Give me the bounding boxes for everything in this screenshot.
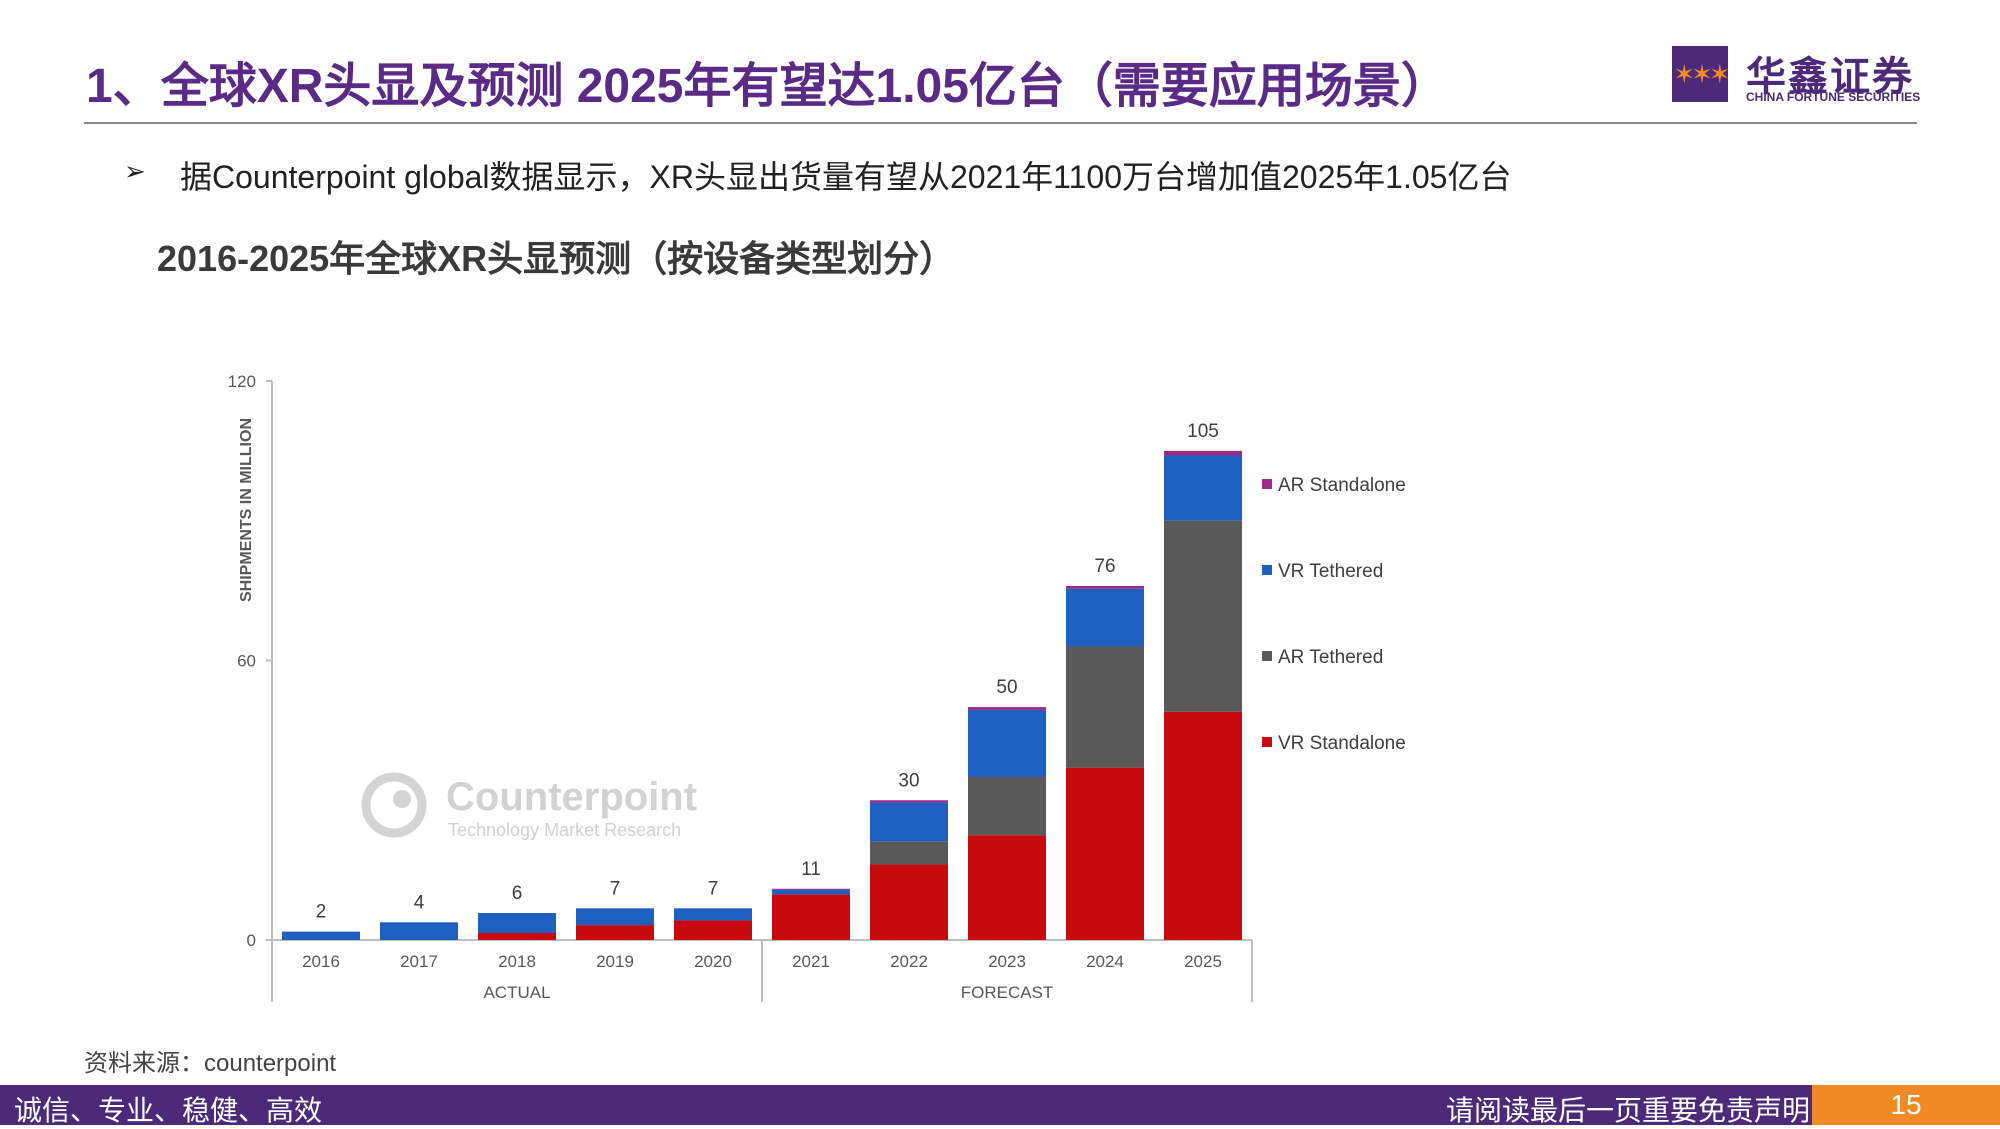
logo-name-cn: 华鑫证券: [1746, 55, 1914, 99]
page-number: 15: [1890, 1089, 1922, 1120]
legend-swatch-icon: [1262, 479, 1272, 489]
y-axis-title: SHIPMENTS IN MILLION: [238, 418, 255, 602]
bar-segment-vr-tethered: [674, 908, 752, 921]
bar-total-label: 2: [316, 902, 327, 923]
footer-motto: 诚信、专业、稳健、高效: [14, 1095, 323, 1126]
x-tick-label: 2021: [792, 952, 830, 971]
chart-heading: 2016-2025年全球XR头显预测（按设备类型划分）: [157, 238, 956, 279]
bar-segment-vr-tethered: [478, 912, 556, 934]
page-number-box: 15: [1812, 1085, 2000, 1125]
bar-segment-vr-standalone: [674, 920, 752, 940]
bar-total-label: 76: [1094, 556, 1115, 577]
x-tick-label: 2018: [498, 952, 536, 971]
x-group-label: ACTUAL: [483, 983, 550, 1002]
bar-total-label: 7: [610, 878, 621, 899]
bar-segment-vr-standalone: [772, 894, 850, 940]
bar-segment-ar-standalone: [1066, 585, 1144, 589]
bar-segment-vr-standalone: [576, 925, 654, 940]
logo-name-en: CHINA FORTUNE SECURITIES: [1746, 90, 1921, 104]
y-tick-label: 0: [247, 931, 256, 950]
bar-segment-vr-tethered: [576, 908, 654, 926]
legend-label: VR Standalone: [1278, 733, 1406, 754]
bar-segment-ar-standalone: [870, 800, 948, 803]
bar-total-label: 50: [996, 677, 1017, 698]
source-note: 资料来源：counterpoint: [84, 1050, 337, 1077]
bar-segment-vr-tethered: [968, 709, 1046, 777]
footer-bar: 诚信、专业、稳健、高效 请阅读最后一页重要免责声明 15: [0, 1085, 2000, 1126]
watermark-logo-dot-icon: [393, 790, 411, 808]
bar-segment-ar-standalone: [1164, 450, 1242, 456]
bar-segment-vr-standalone: [478, 933, 556, 940]
watermark-name: Counterpoint: [446, 775, 697, 819]
bar-segment-vr-standalone: [1066, 767, 1144, 940]
watermark-tagline: Technology Market Research: [448, 820, 681, 840]
x-tick-label: 2017: [400, 952, 438, 971]
bar-total-label: 7: [708, 878, 719, 899]
bar-segment-vr-tethered: [1066, 588, 1144, 647]
bar-total-label: 11: [801, 859, 821, 880]
legend-swatch-icon: [1262, 737, 1272, 747]
legend-label: AR Tethered: [1278, 647, 1383, 668]
x-group-label: FORECAST: [961, 983, 1054, 1002]
bar-segment-ar-tethered: [1066, 646, 1144, 768]
x-tick-label: 2024: [1086, 952, 1124, 971]
bar-segment-vr-tethered: [772, 889, 850, 895]
bar-segment-ar-standalone: [968, 707, 1046, 710]
bar-segment-vr-tethered: [870, 802, 948, 842]
legend-swatch-icon: [1262, 651, 1272, 661]
bar-segment-ar-tethered: [870, 841, 948, 865]
bar-segment-vr-standalone: [1164, 711, 1242, 940]
legend-swatch-icon: [1262, 565, 1272, 575]
bar-segment-vr-standalone: [870, 864, 948, 940]
legend-label: VR Tethered: [1278, 561, 1383, 582]
title-divider: [84, 122, 1917, 124]
bar-total-label: 105: [1187, 421, 1219, 442]
x-tick-label: 2022: [890, 952, 928, 971]
bar-segment-vr-tethered: [282, 931, 360, 940]
bar-segment-ar-tethered: [1164, 520, 1242, 712]
bullet-text: 据Counterpoint global数据显示，XR头显出货量有望从2021年…: [180, 159, 1512, 195]
y-tick-label: 60: [237, 652, 256, 671]
x-tick-label: 2023: [988, 952, 1026, 971]
x-tick-label: 2019: [596, 952, 634, 971]
bar-segment-vr-tethered: [1164, 455, 1242, 521]
footer-disclaimer: 请阅读最后一页重要免责声明: [1445, 1095, 1810, 1126]
x-tick-label: 2016: [302, 952, 340, 971]
x-tick-label: 2020: [694, 952, 732, 971]
bar-total-label: 4: [414, 892, 425, 913]
bar-segment-ar-standalone: [772, 888, 850, 890]
bar-segment-vr-tethered: [380, 922, 458, 940]
logo-mark-icon: ✶✶✶: [1672, 46, 1731, 102]
legend-label: AR Standalone: [1278, 475, 1406, 496]
bullet-arrow-icon: ➢: [124, 156, 146, 186]
bar-segment-vr-standalone: [968, 835, 1046, 940]
bar-segment-ar-tethered: [968, 776, 1046, 836]
bar-total-label: 30: [898, 770, 919, 791]
bar-total-label: 6: [512, 883, 523, 904]
watermark-logo-icon: [361, 772, 427, 838]
brand-logo: ✶✶✶ 华鑫证券 CHINA FORTUNE SECURITIES: [1672, 46, 1922, 106]
slide-title: 1、全球XR头显及预测 2025年有望达1.05亿台（需要应用场景）: [86, 60, 1449, 113]
x-tick-label: 2025: [1184, 952, 1222, 971]
y-tick-label: 120: [228, 372, 256, 391]
